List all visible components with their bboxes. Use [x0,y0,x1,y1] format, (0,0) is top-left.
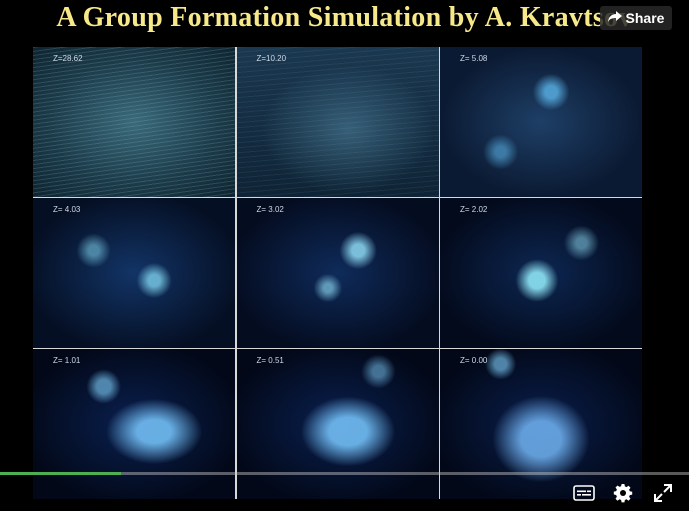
redshift-label: Z= 0.00 [460,356,488,365]
captions-icon [573,484,595,506]
simulation-panel: Z= 1.01 [33,349,235,499]
simulation-panel: Z=10.20 [236,47,439,197]
redshift-label: Z= 0.51 [256,356,284,365]
simulation-panel: Z= 5.08 [440,47,642,197]
redshift-label: Z=28.62 [53,54,83,63]
simulation-panel: Z= 0.51 [236,349,439,499]
share-label: Share [625,10,665,26]
redshift-label: Z= 2.02 [460,205,488,214]
simulation-panel: Z= 3.02 [236,198,439,348]
redshift-label: Z= 5.08 [460,54,488,63]
video-progress-bar[interactable] [0,472,689,475]
redshift-label: Z= 4.03 [53,205,81,214]
redshift-label: Z= 3.02 [256,205,284,214]
simulation-panel-grid: Z=28.62 Z=10.20 Z= 5.08 Z= 4.03 Z= 3.02 … [33,47,642,499]
simulation-panel: Z= 4.03 [33,198,235,348]
share-arrow-icon [607,10,622,26]
simulation-panel: Z= 0.00 [440,349,642,499]
simulation-panel: Z=28.62 [33,47,235,197]
share-button[interactable]: Share [600,6,672,30]
video-title: A Group Formation Simulation by A. Kravt… [56,2,633,33]
fullscreen-button[interactable] [651,483,675,507]
gear-icon [613,483,633,508]
video-progress-fill [0,472,121,475]
settings-button[interactable] [611,483,635,508]
redshift-label: Z=10.20 [256,54,287,63]
fullscreen-icon [654,483,672,507]
simulation-panel: Z= 2.02 [440,198,642,348]
redshift-label: Z= 1.01 [53,356,81,365]
captions-button[interactable] [572,484,596,506]
